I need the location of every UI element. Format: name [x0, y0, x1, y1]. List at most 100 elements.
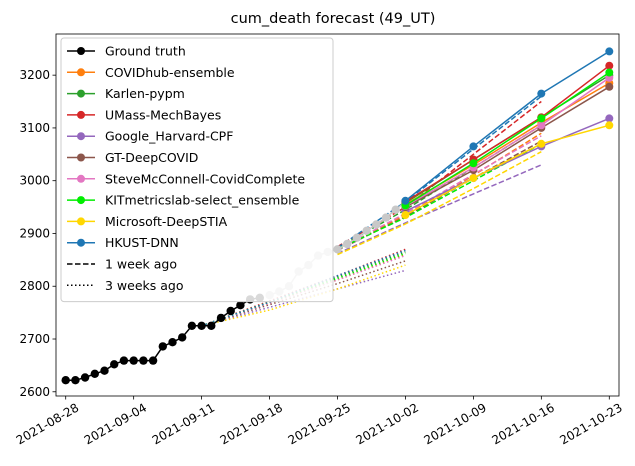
ground-truth-faded-point: [352, 233, 362, 242]
forecast-point: [605, 82, 614, 91]
legend-label: UMass-MechBayes: [105, 107, 221, 122]
chart-title: cum_death forecast (49_UT): [231, 11, 436, 27]
forecast-point: [605, 121, 614, 130]
forecast-point: [469, 159, 478, 168]
y-tick-label: 2700: [19, 332, 50, 346]
ground-truth-faded-point: [343, 239, 352, 249]
legend-swatch-marker: [77, 196, 85, 205]
legend-label: COVIDhub-ensemble: [105, 65, 235, 80]
legend-entry: Microsoft-DeepSTIA: [67, 214, 228, 229]
ground-truth-point: [148, 356, 158, 365]
ground-truth-point: [119, 356, 129, 365]
forecast-3-weeks-ago-line: [201, 269, 406, 327]
forecast-point: [605, 114, 614, 123]
ground-truth-point: [197, 321, 206, 330]
legend-label: Google_Harvard-CPF: [105, 129, 233, 144]
forecast-point: [605, 61, 614, 70]
x-tick-label: 2021-08-28: [14, 400, 81, 447]
legend-entry: Ground truth: [67, 44, 186, 59]
forecast-line: [405, 65, 610, 203]
forecast-line: [405, 71, 610, 207]
forecast-line: [405, 117, 610, 212]
ground-truth-point: [226, 306, 235, 316]
ground-truth-point: [80, 373, 90, 382]
legend-entry: KITmetricslab-select_ensemble: [67, 193, 300, 208]
legend-label: Karlen-pypm: [105, 86, 185, 101]
legend-swatch-marker: [77, 89, 85, 98]
ground-truth-point: [216, 313, 226, 323]
legend-entry: 3 weeks ago: [67, 278, 184, 293]
legend-entry: 1 week ago: [67, 257, 177, 272]
ground-truth-point: [168, 338, 177, 347]
legend-entry: COVIDhub-ensemble: [67, 65, 235, 80]
forecast-point: [537, 89, 546, 98]
forecast-point: [537, 114, 546, 123]
legend-entry: SteveMcConnell-CovidComplete: [67, 171, 305, 186]
ground-truth-point: [158, 342, 167, 351]
forecast-line: [405, 77, 610, 207]
forecast-point: [605, 68, 614, 77]
legend-swatch-marker: [77, 238, 85, 247]
ground-truth-point: [110, 360, 119, 369]
ground-truth-faded-point: [333, 245, 342, 254]
y-tick-label: 2600: [19, 385, 50, 399]
legend-label: Ground truth: [105, 44, 186, 59]
legend-swatch-marker: [77, 217, 85, 226]
x-tick-label: 2021-10-02: [354, 400, 421, 447]
ground-truth-faded-point: [362, 226, 371, 235]
forecast-point: [401, 196, 410, 205]
forecast-line: [404, 50, 610, 202]
legend-swatch-marker: [77, 68, 85, 77]
ground-truth-point: [71, 376, 80, 385]
x-tick-label: 2021-09-04: [82, 400, 149, 447]
ground-truth-point: [139, 356, 148, 365]
legend-swatch-marker: [77, 132, 85, 141]
ground-truth-point: [129, 356, 138, 365]
legend-swatch-marker: [77, 47, 85, 55]
legend-label: GT-DeepCOVID: [105, 150, 198, 165]
legend-label: HKUST-DNN: [105, 235, 179, 250]
legend-entry: Karlen-pypm: [67, 86, 185, 101]
legend-swatch-marker: [77, 153, 85, 162]
x-tick-label: 2021-09-25: [286, 400, 353, 447]
legend-entry: GT-DeepCOVID: [67, 150, 198, 165]
ground-truth-faded-point: [391, 205, 400, 214]
ground-truth-faded-point: [381, 213, 391, 222]
legend-swatch-marker: [77, 110, 85, 119]
x-tick-label: 2021-09-18: [218, 400, 285, 447]
ground-truth-point: [61, 376, 70, 385]
forecast-1-week-ago-line: [337, 151, 542, 256]
x-tick-label: 2021-10-09: [421, 400, 488, 447]
ground-truth-point: [187, 321, 197, 330]
y-tick-label: 3200: [19, 68, 50, 82]
forecast-point: [469, 142, 478, 151]
forecast-point: [537, 121, 546, 130]
legend-label: 1 week ago: [105, 257, 177, 272]
legend-entry: Google_Harvard-CPF: [67, 129, 233, 144]
x-tick-label: 2021-10-16: [489, 400, 556, 447]
forecast-point: [605, 47, 614, 56]
legend-label: KITmetricslab-select_ensemble: [105, 193, 300, 208]
forecast-point: [537, 139, 546, 148]
legend-box: [60, 37, 334, 303]
ground-truth-point: [90, 369, 100, 378]
legend-swatch-marker: [77, 174, 85, 183]
legend: Ground truth COVIDhub-ensemble Karlen-pypm…: [60, 37, 334, 303]
y-tick-label: 3000: [19, 174, 50, 188]
legend-entry: HKUST-DNN: [67, 235, 179, 250]
forecast-1-week-ago-line: [337, 95, 542, 249]
forecast-line: [405, 86, 610, 208]
x-tick-label: 2021-09-11: [150, 400, 217, 447]
ground-truth-point: [100, 366, 109, 375]
forecast-line: [405, 124, 610, 216]
y-tick-label: 3100: [19, 121, 50, 135]
ground-truth-point: [236, 301, 245, 310]
ground-truth-point: [178, 333, 187, 342]
forecast-1-week-ago-line: [337, 164, 542, 255]
y-tick-label: 2800: [19, 279, 50, 293]
forecast-point: [469, 174, 478, 183]
forecast-1-week-ago-line: [337, 143, 542, 250]
ground-truth-point: [207, 321, 216, 330]
ground-truth-faded-point: [372, 220, 381, 229]
